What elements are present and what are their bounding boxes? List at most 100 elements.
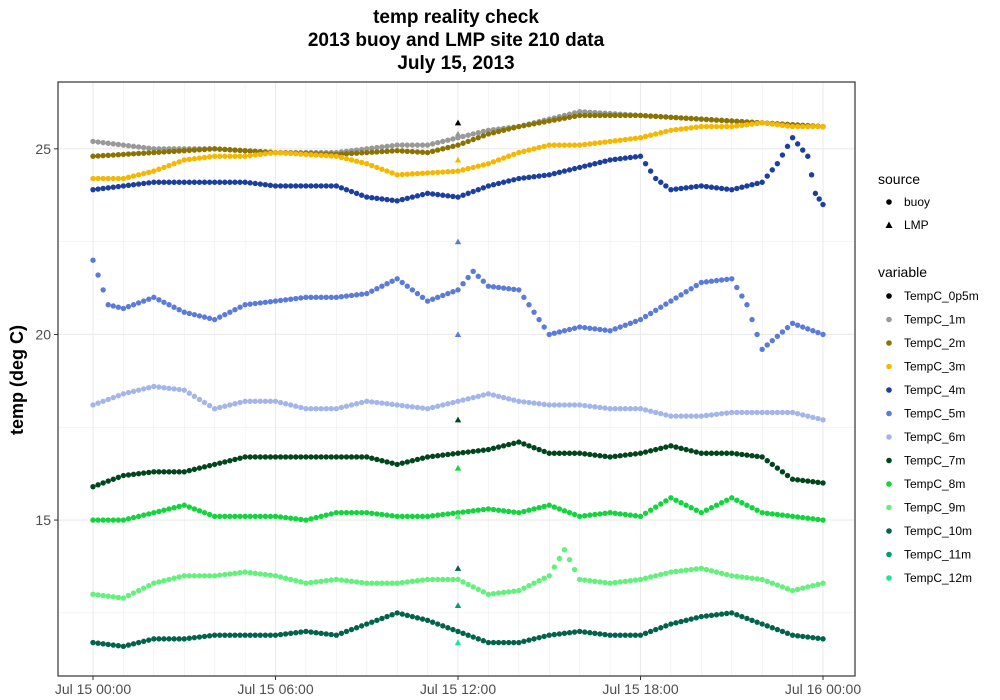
data-point — [739, 409, 745, 416]
data-point — [389, 513, 395, 519]
data-point — [379, 144, 385, 150]
data-point — [815, 329, 821, 336]
data-point — [394, 142, 400, 148]
data-point — [379, 148, 385, 155]
data-point — [151, 580, 157, 586]
data-point — [708, 568, 715, 574]
data-point — [308, 579, 314, 586]
data-point — [541, 143, 547, 150]
data-point — [384, 196, 390, 203]
data-point — [511, 588, 517, 594]
data-point — [328, 294, 334, 301]
data-point — [308, 516, 314, 522]
data-point — [658, 410, 664, 417]
data-point — [495, 590, 502, 596]
data-point — [201, 146, 208, 153]
data-point — [805, 153, 811, 159]
legend-key-TempC_9m — [886, 504, 892, 511]
data-point — [571, 402, 578, 408]
data-point — [196, 508, 203, 514]
data-point — [764, 342, 770, 348]
data-point — [465, 581, 471, 588]
data-point — [272, 298, 279, 304]
x-tick-label: Jul 16 00:00 — [785, 681, 861, 697]
data-point — [419, 577, 426, 583]
data-point — [181, 387, 187, 393]
data-point — [734, 123, 740, 129]
data-point — [369, 145, 375, 151]
data-point — [576, 576, 583, 583]
data-point — [566, 629, 573, 636]
data-point — [516, 587, 522, 594]
data-point — [566, 450, 573, 456]
data-point — [693, 124, 699, 130]
data-point — [424, 142, 431, 148]
data-point — [516, 509, 522, 516]
data-point — [277, 514, 284, 520]
data-point — [637, 450, 644, 456]
data-point — [318, 513, 324, 520]
data-point — [663, 301, 669, 307]
data-point — [267, 454, 274, 460]
data-point — [429, 296, 436, 302]
data-point — [668, 621, 674, 627]
data-point — [404, 579, 411, 585]
data-point — [389, 148, 395, 154]
data-point — [95, 400, 101, 406]
data-point — [130, 302, 137, 308]
data-point — [120, 643, 127, 649]
data-point — [303, 580, 309, 586]
data-point — [779, 628, 786, 635]
data-point — [424, 406, 431, 412]
data-point — [622, 112, 628, 119]
data-point — [485, 506, 492, 512]
legend-key-triangle — [885, 221, 893, 228]
data-point — [161, 179, 167, 185]
data-point — [328, 577, 334, 583]
data-point — [206, 462, 213, 469]
data-point — [693, 507, 699, 513]
data-point — [561, 115, 568, 121]
data-point — [642, 575, 649, 581]
data-point — [186, 504, 193, 510]
data-point — [475, 163, 481, 169]
legend-key-TempC_8m — [886, 481, 892, 487]
data-point — [374, 617, 380, 624]
data-point — [333, 294, 340, 301]
data-point — [140, 298, 147, 304]
data-point — [602, 579, 608, 586]
data-point — [394, 402, 400, 408]
data-point — [338, 294, 345, 300]
data-point — [571, 325, 578, 331]
data-point — [146, 637, 152, 643]
data-point — [551, 504, 558, 510]
data-point — [435, 191, 441, 198]
data-point — [353, 190, 360, 197]
data-point — [511, 639, 517, 646]
data-point — [348, 150, 355, 157]
data-point — [526, 399, 532, 406]
data-point — [739, 293, 745, 299]
data-point — [303, 294, 309, 301]
data-point — [171, 304, 177, 310]
data-point — [277, 454, 284, 460]
data-point — [505, 153, 512, 159]
data-point — [602, 453, 608, 460]
data-point — [227, 179, 233, 185]
data-point — [587, 162, 593, 168]
data-point — [673, 568, 679, 575]
data-point — [364, 454, 370, 460]
data-point — [642, 407, 649, 413]
data-point — [703, 123, 710, 130]
data-point — [718, 117, 725, 124]
data-point — [404, 171, 411, 177]
data-point — [723, 117, 730, 124]
data-point — [536, 144, 542, 151]
data-point — [440, 511, 446, 518]
data-point — [495, 444, 502, 450]
legend-variable-label: TempC_11m — [904, 548, 971, 562]
lmp-point-TempC_12m — [454, 639, 462, 646]
data-point — [500, 589, 507, 596]
data-point — [668, 569, 674, 575]
data-point — [597, 511, 603, 517]
